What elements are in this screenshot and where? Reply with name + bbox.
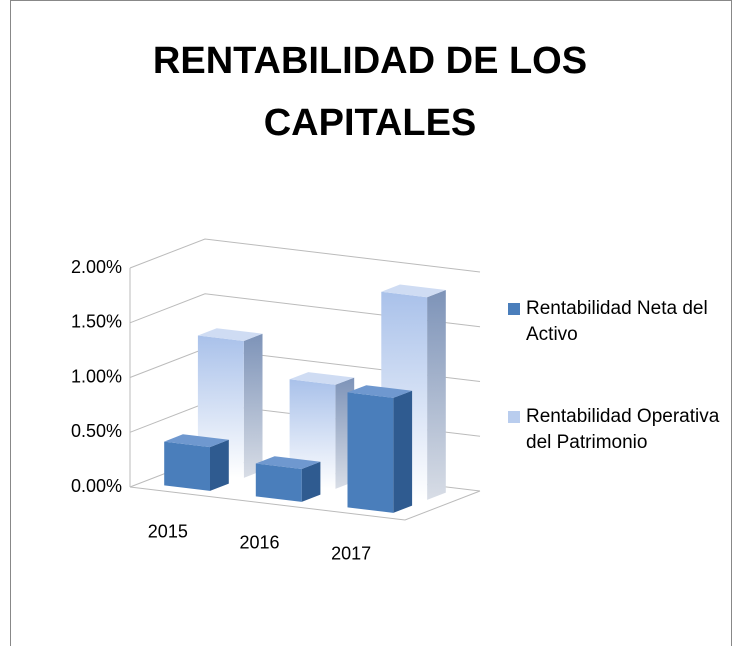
bar	[164, 434, 229, 491]
x-tick-label: 2017	[331, 543, 371, 563]
y-tick-label: 0.50%	[71, 421, 122, 441]
legend-label: Rentabilidad Neta del Activo	[526, 298, 708, 345]
y-tick-label: 0.00%	[71, 476, 122, 496]
bar-side	[243, 333, 263, 478]
legend-label: Rentabilidad Operativa del Patrimonio	[526, 406, 720, 453]
legend-item: Rentabilidad Operativa del Patrimonio	[508, 404, 723, 456]
bar	[347, 385, 413, 513]
y-tick-label: 1.00%	[71, 366, 122, 386]
bar-side	[301, 461, 321, 502]
bar	[255, 456, 321, 502]
bar-side	[393, 390, 413, 513]
bar-top	[164, 434, 229, 448]
x-tick-label: 2015	[148, 521, 188, 541]
x-tick-label: 2016	[239, 532, 279, 552]
bar-front	[164, 441, 210, 491]
bar-top	[197, 328, 263, 341]
floor	[129, 486, 481, 521]
y-tick-label: 1.50%	[71, 312, 122, 332]
bar-front	[347, 392, 394, 513]
legend-swatch	[508, 411, 520, 423]
legend-swatch	[508, 303, 520, 315]
grid-line	[129, 238, 481, 273]
bar-side	[427, 290, 446, 500]
bar-top	[381, 284, 446, 298]
bar-side	[210, 439, 229, 491]
bar-top	[347, 385, 413, 398]
bar-front	[255, 463, 302, 502]
bar-top	[289, 372, 355, 385]
chart-border	[10, 0, 732, 646]
chart-title: RENTABILIDAD DE LOS CAPITALES	[152, 40, 588, 144]
bar-top	[255, 456, 321, 469]
legend-item: Rentabilidad Neta del Activo	[508, 296, 723, 348]
y-tick-label: 2.00%	[71, 257, 122, 277]
